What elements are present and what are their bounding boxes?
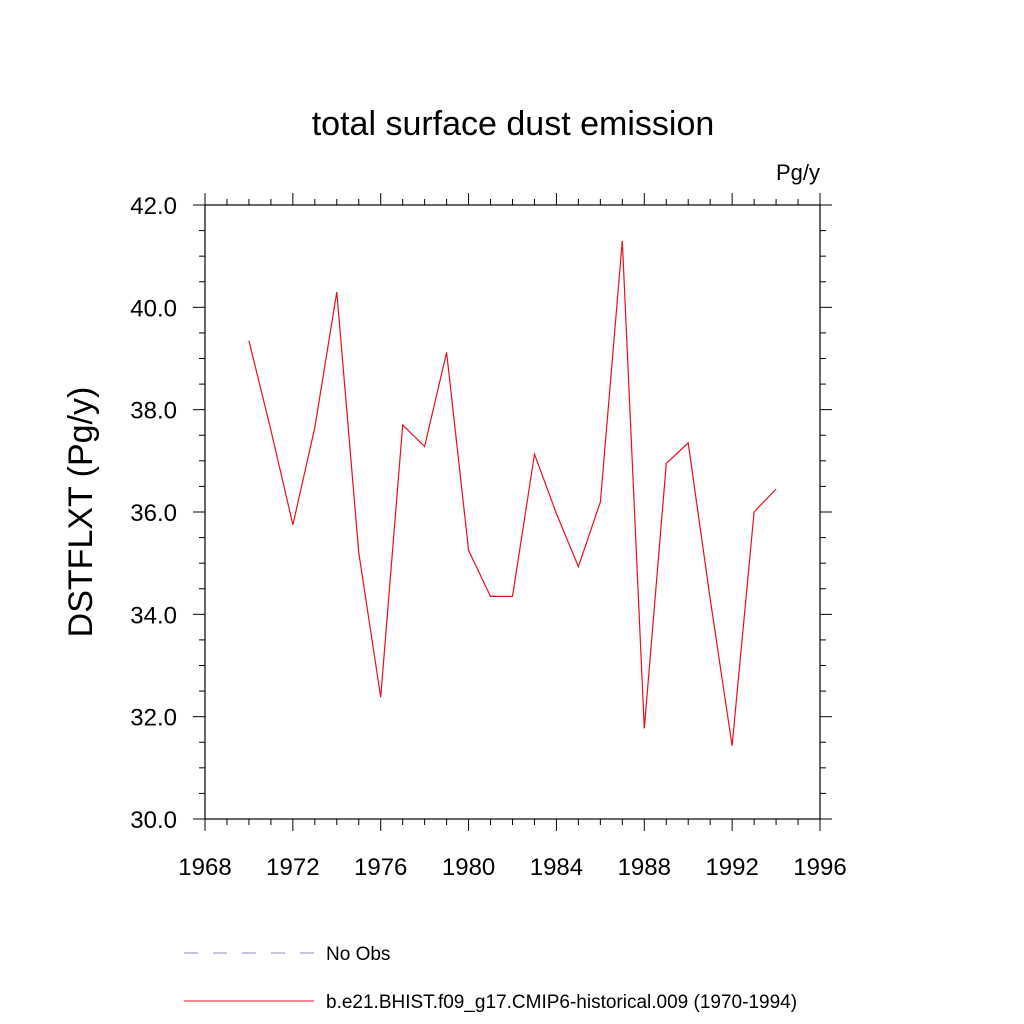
y-tick-label: 32.0 bbox=[130, 705, 177, 732]
x-tick-label: 1972 bbox=[266, 854, 319, 881]
x-tick-label: 1968 bbox=[178, 854, 231, 881]
x-tick-label: 1984 bbox=[530, 854, 583, 881]
x-tick-label: 1992 bbox=[705, 854, 758, 881]
axis-ticks: 1968 1972 1976 1980 1984 1988 1992 1996 30.0 32.0… bbox=[130, 193, 847, 881]
y-tick-label: 40.0 bbox=[130, 295, 177, 322]
y-tick-label: 36.0 bbox=[130, 500, 177, 527]
y-tick-label: 42.0 bbox=[130, 193, 177, 220]
legend-label-1: b.e21.BHIST.f09_g17.CMIP6-historical.009… bbox=[326, 992, 797, 1013]
y-tick-label: 38.0 bbox=[130, 398, 177, 425]
y-tick-label: 34.0 bbox=[130, 602, 177, 629]
y-tick-label: 30.0 bbox=[130, 807, 177, 834]
plot-frame bbox=[204, 204, 821, 820]
units-label: Pg/y bbox=[776, 160, 820, 185]
axes bbox=[204, 204, 821, 820]
x-tick-label: 1988 bbox=[618, 854, 671, 881]
chart-title: total surface dust emission bbox=[312, 105, 715, 143]
x-tick-label: 1976 bbox=[354, 854, 407, 881]
series-group bbox=[248, 240, 777, 746]
x-tick-label: 1980 bbox=[442, 854, 495, 881]
legend-label-0: No Obs bbox=[326, 944, 390, 965]
series-line-0 bbox=[248, 240, 777, 746]
legend: No Obs b.e21.BHIST.f09_g17.CMIP6-historic… bbox=[184, 944, 797, 1013]
y-axis-label: DSTFLXT (Pg/y) bbox=[62, 387, 100, 638]
x-tick-label: 1996 bbox=[793, 854, 846, 881]
